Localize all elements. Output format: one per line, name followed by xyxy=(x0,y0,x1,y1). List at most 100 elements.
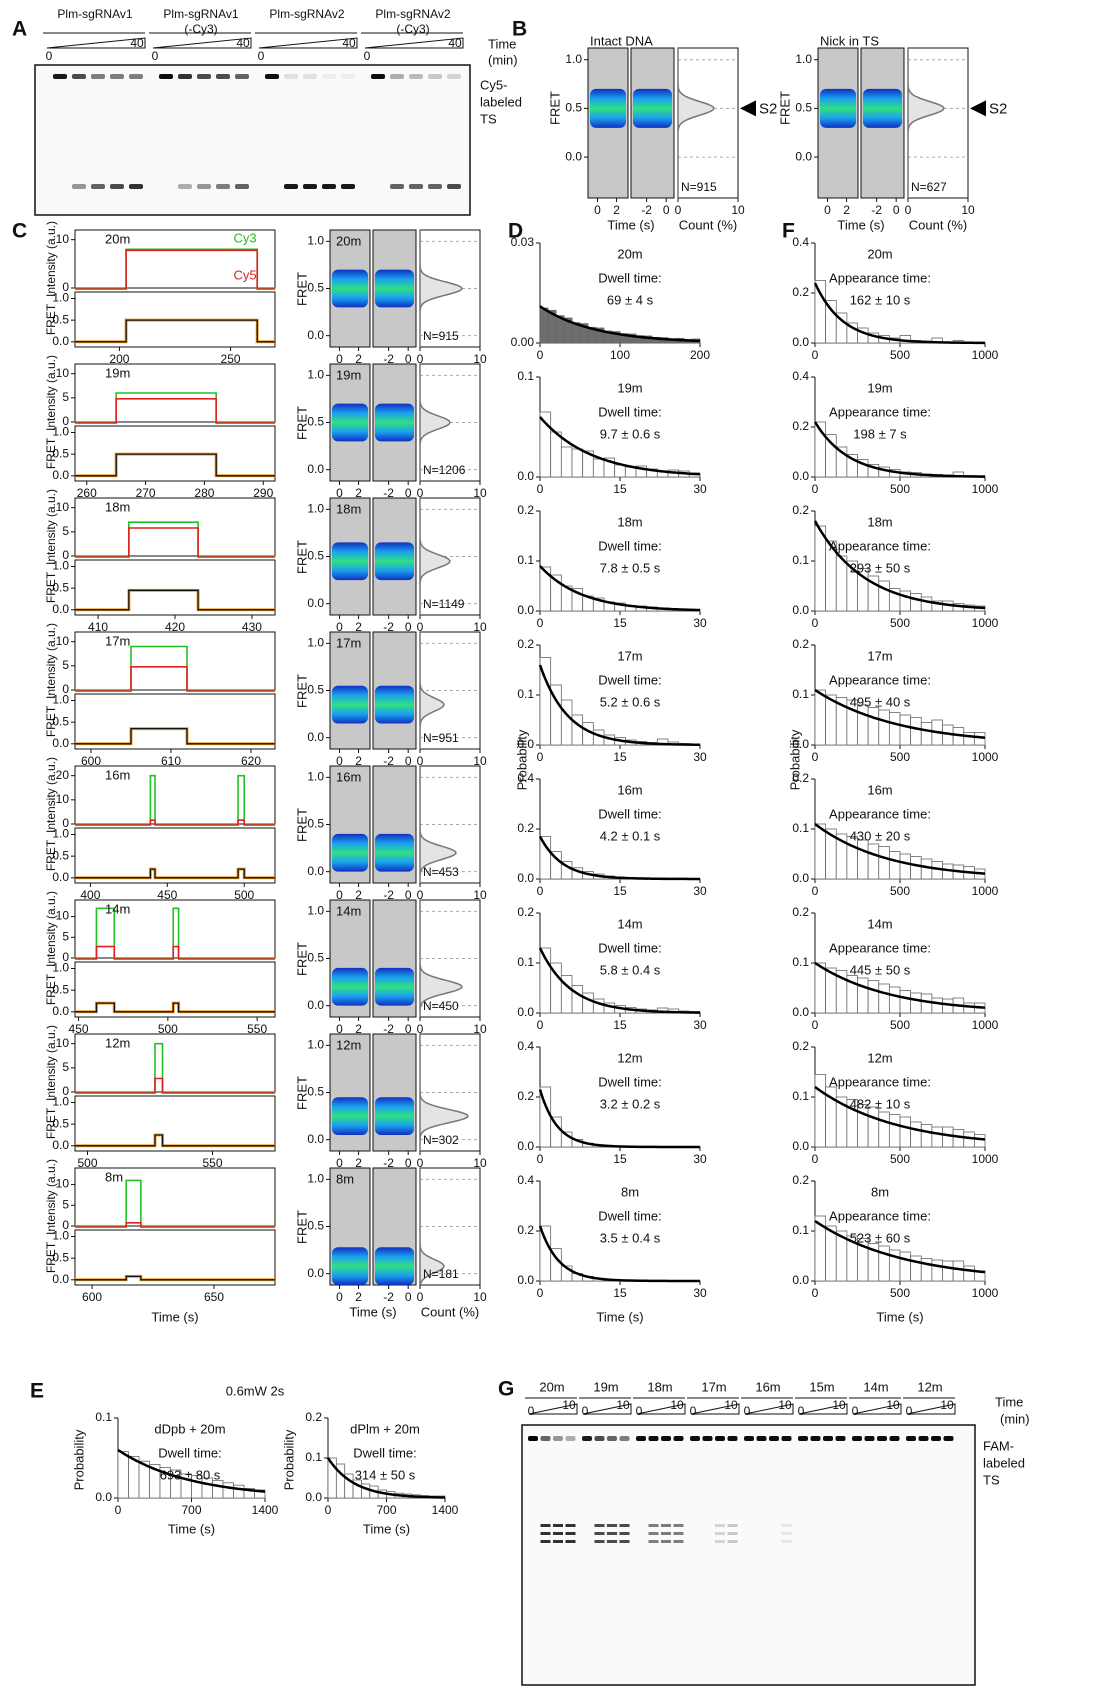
x-tick-label: 0 xyxy=(405,1156,412,1170)
x-tick-label: 500 xyxy=(890,1286,910,1300)
y-tick-label: 0.0 xyxy=(517,1273,534,1287)
x-tick-label: 500 xyxy=(890,884,910,898)
y-tick-label: 0.1 xyxy=(517,369,534,383)
gel-band xyxy=(565,1532,576,1535)
histogram-bar xyxy=(899,853,912,880)
y-tick-label: 10 xyxy=(56,1036,70,1050)
plot-frame xyxy=(74,229,276,289)
x-tick-label: 0 xyxy=(336,1022,343,1036)
fit-curve xyxy=(813,520,986,610)
y-tick-label: 0.0 xyxy=(52,468,69,482)
y-tick-label: 1.0 xyxy=(307,903,324,917)
y-tick-label: 0.0 xyxy=(307,864,324,878)
x-tick-label: 0 xyxy=(537,1152,544,1166)
gel-band xyxy=(781,1540,792,1543)
trace-tag: 18m xyxy=(105,499,130,514)
gel-band xyxy=(727,1532,738,1535)
gel-band xyxy=(110,184,124,189)
x-tick-label: 450 xyxy=(157,888,177,902)
x-tick-label: 0 xyxy=(812,1286,819,1300)
gel-band xyxy=(129,184,143,189)
x-axis-label: Count (%) xyxy=(909,217,968,232)
x-tick-label: 420 xyxy=(165,620,185,634)
gel-band xyxy=(265,74,279,79)
n-label: N=1149 xyxy=(423,597,465,611)
x-tick-label: 1400 xyxy=(252,1503,279,1517)
gel-band xyxy=(540,1524,551,1527)
y-axis-label: FRET xyxy=(294,674,309,708)
y-tick-label: 0 xyxy=(62,816,69,830)
x-tick-label: 0 xyxy=(336,888,343,902)
plot-frame xyxy=(74,363,276,423)
gel-band xyxy=(864,1436,875,1441)
x-tick-label: 10 xyxy=(731,203,745,217)
x-tick-label: 0 xyxy=(537,616,544,630)
histogram-bar xyxy=(910,593,922,612)
time-end: 10 xyxy=(724,1398,738,1412)
time-end: 10 xyxy=(832,1398,846,1412)
group-label: 18m xyxy=(647,1379,672,1394)
y-tick-label: 0.4 xyxy=(517,1039,534,1053)
y-tick-label: 0.0 xyxy=(517,469,534,483)
gel-band xyxy=(931,1436,941,1441)
y-axis-label: FRET xyxy=(44,571,58,603)
y-tick-label: 0.5 xyxy=(307,1085,324,1099)
x-tick-label: 1000 xyxy=(972,482,999,496)
y-tick-label: 5 xyxy=(62,1197,69,1211)
time-end: 10 xyxy=(886,1398,900,1412)
y-axis-label: FRET xyxy=(294,942,309,976)
gel-band xyxy=(715,1540,725,1543)
histogram-bar xyxy=(888,851,901,880)
y-axis-label: Probability xyxy=(281,1429,296,1490)
fit-caption: Dwell time: xyxy=(353,1445,417,1460)
heatmap-density xyxy=(332,403,368,442)
fret-histogram xyxy=(419,1034,469,1152)
plot-tag: 16m xyxy=(867,782,892,797)
x-tick-label: 2 xyxy=(355,888,362,902)
time-wedge xyxy=(364,37,464,49)
heatmap-density xyxy=(332,1247,368,1285)
x-tick-label: 700 xyxy=(376,1503,396,1517)
band-label: TS xyxy=(480,111,497,126)
histogram-bar xyxy=(973,1134,986,1148)
histogram-bar xyxy=(550,431,562,478)
x-tick-label: 0 xyxy=(594,203,601,217)
x-tick-label: 0 xyxy=(812,1018,819,1032)
time-wedge xyxy=(258,37,358,49)
time-end: 10 xyxy=(778,1398,792,1412)
panel-letter: G xyxy=(498,1378,514,1401)
x-tick-label: 10 xyxy=(473,1022,487,1036)
gel-band xyxy=(673,1436,684,1441)
histogram-bar xyxy=(910,856,922,880)
x-tick-label: 500 xyxy=(890,750,910,764)
x-tick-label: 0 xyxy=(812,750,819,764)
y-tick-label: 0.5 xyxy=(307,1219,324,1233)
gel-band xyxy=(823,1436,833,1441)
group-label: 12m xyxy=(917,1379,942,1394)
y-tick-label: 0.0 xyxy=(52,602,69,616)
y-tick-label: 1.0 xyxy=(307,769,324,783)
y-tick-label: 0.0 xyxy=(517,603,534,617)
y-tick-label: 20 xyxy=(56,768,70,782)
gel-band xyxy=(447,184,461,189)
x-tick-label: 620 xyxy=(241,754,261,768)
plot-frame xyxy=(74,425,276,482)
x-tick-label: -2 xyxy=(383,1290,394,1304)
gel-band xyxy=(727,1540,738,1543)
heatmap-density xyxy=(332,542,368,581)
y-axis-label: Intensity (a.u.) xyxy=(44,355,58,431)
y-tick-label: 0 xyxy=(62,280,69,294)
x-axis-label: Count (%) xyxy=(679,217,738,232)
y-tick-label: 0.2 xyxy=(792,905,809,919)
heatmap-density xyxy=(375,1247,414,1285)
x-tick-label: 15 xyxy=(613,1286,627,1300)
gel-band xyxy=(661,1436,671,1441)
y-tick-label: 0.1 xyxy=(792,687,809,701)
histogram-bar xyxy=(878,709,890,746)
plot-frame xyxy=(74,693,276,750)
y-axis-label: FRET xyxy=(44,1241,58,1273)
group-label: 14m xyxy=(863,1379,888,1394)
x-axis-label: Time (s) xyxy=(596,1309,643,1324)
y-tick-label: 5 xyxy=(62,658,69,672)
y-tick-label: 10 xyxy=(56,232,70,246)
